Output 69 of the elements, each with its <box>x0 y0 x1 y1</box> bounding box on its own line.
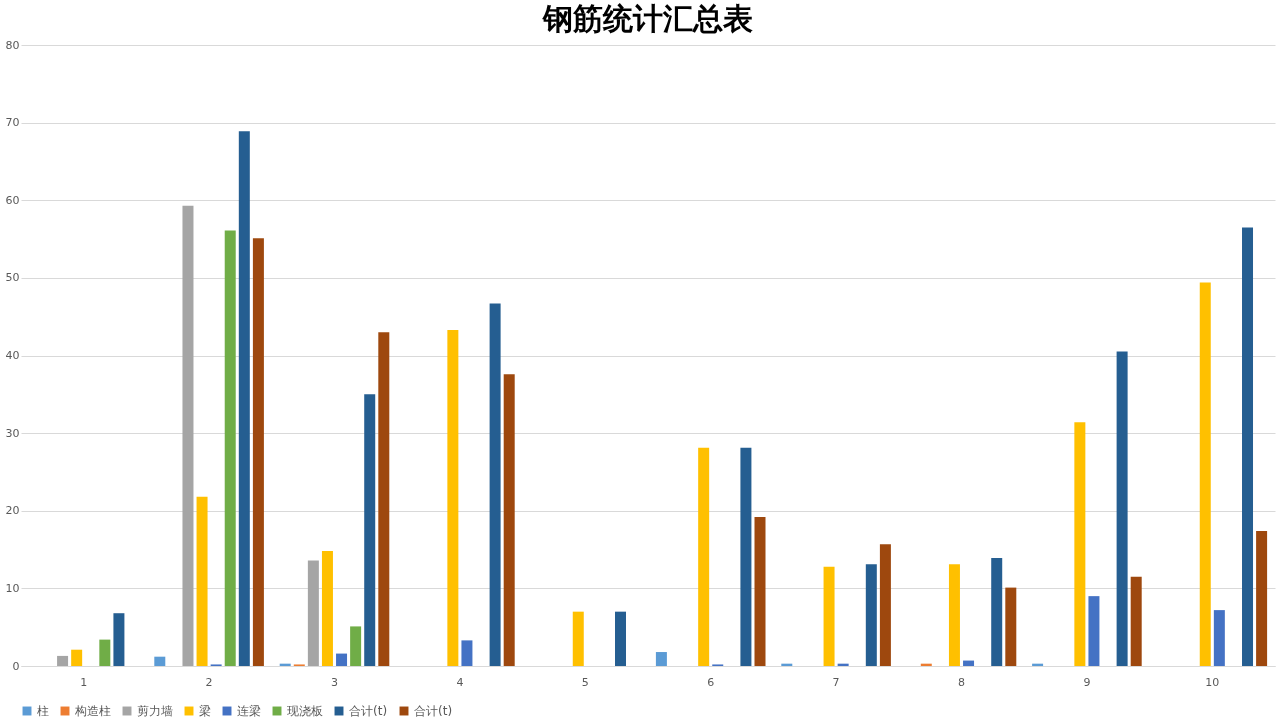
bar <box>1005 587 1017 666</box>
bar <box>224 230 236 666</box>
y-tick-label: 30 <box>5 426 20 440</box>
bar <box>1074 422 1086 666</box>
bar <box>182 205 194 666</box>
x-tick-label: 3 <box>331 675 338 689</box>
bar <box>963 660 975 666</box>
bar <box>489 303 501 666</box>
bar <box>879 544 891 666</box>
bar <box>991 558 1003 666</box>
bar <box>572 611 584 666</box>
bar <box>196 496 208 666</box>
bar <box>154 656 166 666</box>
y-tick-label: 20 <box>5 504 20 518</box>
bar <box>1116 351 1128 666</box>
legend-label: 柱 <box>37 704 49 718</box>
bar <box>113 613 125 666</box>
bar <box>350 626 362 666</box>
bar <box>503 374 515 666</box>
legend-label: 现浇板 <box>287 704 323 718</box>
x-tick-label: 4 <box>456 675 464 689</box>
y-tick-label: 80 <box>5 38 20 52</box>
bar <box>99 639 111 666</box>
legend-label: 合计(t) <box>349 704 388 718</box>
bar <box>865 564 877 666</box>
bar <box>1088 596 1100 666</box>
bar <box>307 560 319 666</box>
x-tick-label: 1 <box>80 675 88 689</box>
bar <box>754 516 766 666</box>
bar <box>461 640 473 666</box>
y-tick-label: 10 <box>5 581 20 595</box>
x-tick-label: 9 <box>1083 675 1091 689</box>
bar <box>321 551 333 666</box>
bar <box>378 332 390 666</box>
bar <box>948 564 960 666</box>
x-tick-label: 7 <box>832 675 840 689</box>
bar <box>252 238 264 666</box>
legend-label: 构造柱 <box>74 704 111 718</box>
bar <box>698 447 710 666</box>
y-tick-label: 70 <box>5 116 20 130</box>
bar <box>1256 530 1268 666</box>
x-tick-label: 2 <box>205 675 213 689</box>
bar <box>1213 610 1225 666</box>
bar <box>740 447 752 666</box>
bar <box>364 394 376 666</box>
bar <box>447 329 459 666</box>
x-tick-label: 6 <box>707 675 715 689</box>
legend-label: 梁 <box>199 704 211 718</box>
x-tick-label: 8 <box>958 675 965 689</box>
bar <box>1130 576 1142 666</box>
x-tick-label: 5 <box>581 675 589 689</box>
bar <box>655 652 667 666</box>
bar <box>57 655 69 666</box>
legend-label: 合计(t) <box>414 704 453 718</box>
bar <box>823 566 835 666</box>
chart-title: 钢筋统计汇总表 <box>542 1 753 36</box>
y-tick-label: 60 <box>5 193 20 207</box>
bar <box>238 131 250 666</box>
y-tick-label: 0 <box>12 659 20 673</box>
bar <box>1242 227 1254 666</box>
x-tick-label: 10 <box>1205 675 1220 689</box>
legend-label: 连梁 <box>237 704 261 718</box>
bar <box>71 649 83 666</box>
legend-label: 剪力墙 <box>137 704 173 718</box>
bar <box>336 653 348 666</box>
y-tick-label: 40 <box>5 349 20 362</box>
y-tick-label: 50 <box>5 271 20 285</box>
bar <box>615 611 627 666</box>
bar <box>1199 282 1211 666</box>
